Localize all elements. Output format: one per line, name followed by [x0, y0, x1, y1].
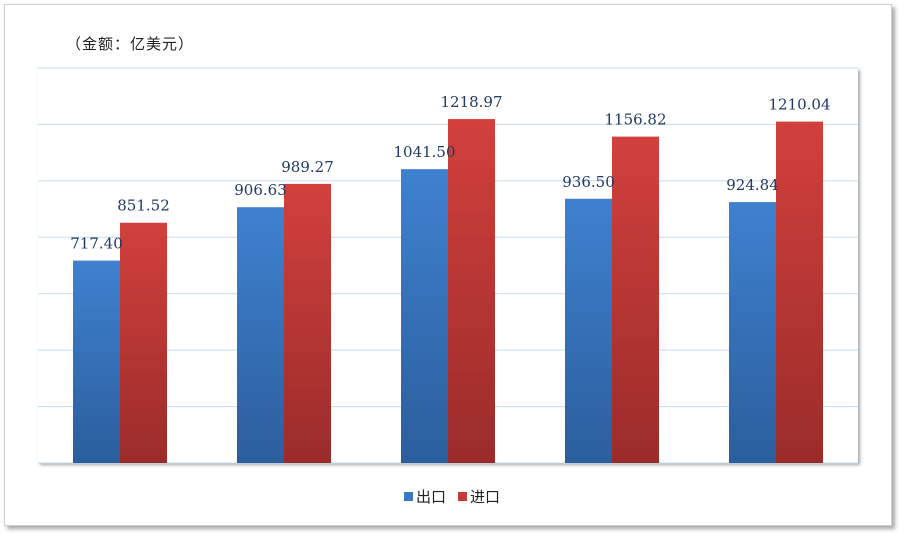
- data-label: 1210.04: [768, 96, 830, 114]
- data-labels: 717.40 906.63 1041.50 936.50 924.84 851.52 989…: [70, 93, 830, 253]
- data-label: 906.63: [234, 181, 287, 199]
- bar-import: [448, 119, 495, 463]
- data-label: 1218.97: [440, 93, 502, 111]
- unit-label: （金额：亿美元）: [66, 35, 195, 53]
- legend-swatch: [458, 492, 467, 501]
- bar-import: [776, 121, 823, 463]
- legend-item-export: 出口: [403, 486, 446, 507]
- bar-export: [237, 207, 284, 463]
- bar-export: [401, 169, 448, 464]
- data-label: 851.52: [117, 197, 170, 215]
- bar-import: [120, 222, 167, 463]
- legend-swatch: [403, 492, 413, 501]
- data-label: 989.27: [281, 158, 334, 176]
- data-label: 1156.82: [604, 111, 666, 129]
- bar-import: [612, 136, 659, 463]
- bar-import: [284, 183, 331, 464]
- legend-label: 进口: [470, 488, 501, 506]
- data-label: 924.84: [726, 176, 779, 194]
- bar-export: [73, 260, 120, 463]
- legend-label: 出口: [415, 488, 446, 506]
- data-label: 936.50: [562, 173, 615, 191]
- bars: [73, 119, 823, 464]
- legend-item-import: 进口: [458, 486, 500, 507]
- bar-export: [565, 198, 612, 464]
- data-label: 1041.50: [393, 143, 455, 161]
- data-label: 717.40: [70, 235, 123, 253]
- bar-export: [729, 202, 776, 464]
- legend: 出口 进口: [0, 486, 904, 507]
